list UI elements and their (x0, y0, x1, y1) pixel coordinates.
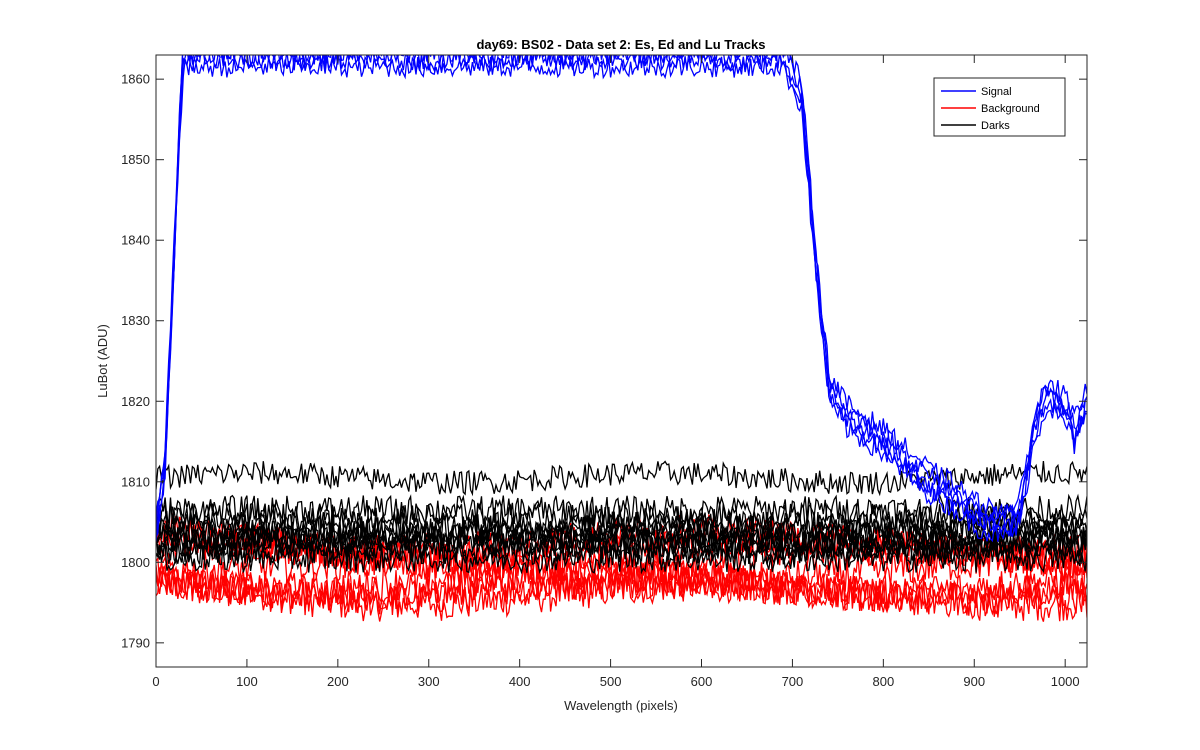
x-tick-label: 700 (782, 674, 804, 689)
signal-trace (156, 55, 1087, 543)
data-lines (156, 55, 1087, 622)
y-tick-label: 1810 (121, 474, 150, 489)
x-axis: 0 100 200 300 400 500 600 700 800 900 1000 (152, 55, 1080, 689)
dark-trace-high (156, 460, 1087, 497)
x-tick-label: 300 (418, 674, 440, 689)
x-tick-label: 200 (327, 674, 349, 689)
signal-trace (156, 55, 1087, 524)
signal-trace (156, 55, 1087, 533)
y-tick-label: 1840 (121, 233, 150, 248)
x-tick-label: 400 (509, 674, 531, 689)
axes-box (155, 54, 1088, 668)
x-tick-label: 1000 (1051, 674, 1080, 689)
legend: Signal Background Darks (933, 77, 1066, 137)
y-axis-label: LuBot (ADU) (95, 324, 110, 398)
x-tick-label: 100 (236, 674, 258, 689)
x-tick-label: 500 (600, 674, 622, 689)
x-axis-label: Wavelength (pixels) (564, 698, 678, 713)
legend-label-signal: Signal (981, 86, 1012, 98)
signal-trace (156, 55, 1087, 519)
x-tick-label: 600 (691, 674, 713, 689)
legend-label-background: Background (981, 103, 1040, 115)
legend-label-darks: Darks (981, 120, 1010, 132)
y-tick-label: 1860 (121, 72, 150, 87)
x-tick-label: 900 (963, 674, 985, 689)
x-tick-label: 0 (152, 674, 159, 689)
dark-trace (156, 493, 1087, 527)
dark-trace (156, 502, 1087, 535)
legend-box (933, 77, 1066, 137)
y-tick-label: 1830 (121, 313, 150, 328)
y-tick-label: 1800 (121, 555, 150, 570)
y-axis: 1790 1800 1810 1820 1830 1840 1850 1860 (121, 72, 1087, 650)
chart-title: day69: BS02 - Data set 2: Es, Ed and Lu … (476, 37, 765, 52)
y-tick-label: 1850 (121, 152, 150, 167)
y-tick-label: 1820 (121, 394, 150, 409)
x-tick-label: 800 (872, 674, 894, 689)
dark-trace (156, 521, 1087, 554)
y-tick-label: 1790 (121, 635, 150, 650)
